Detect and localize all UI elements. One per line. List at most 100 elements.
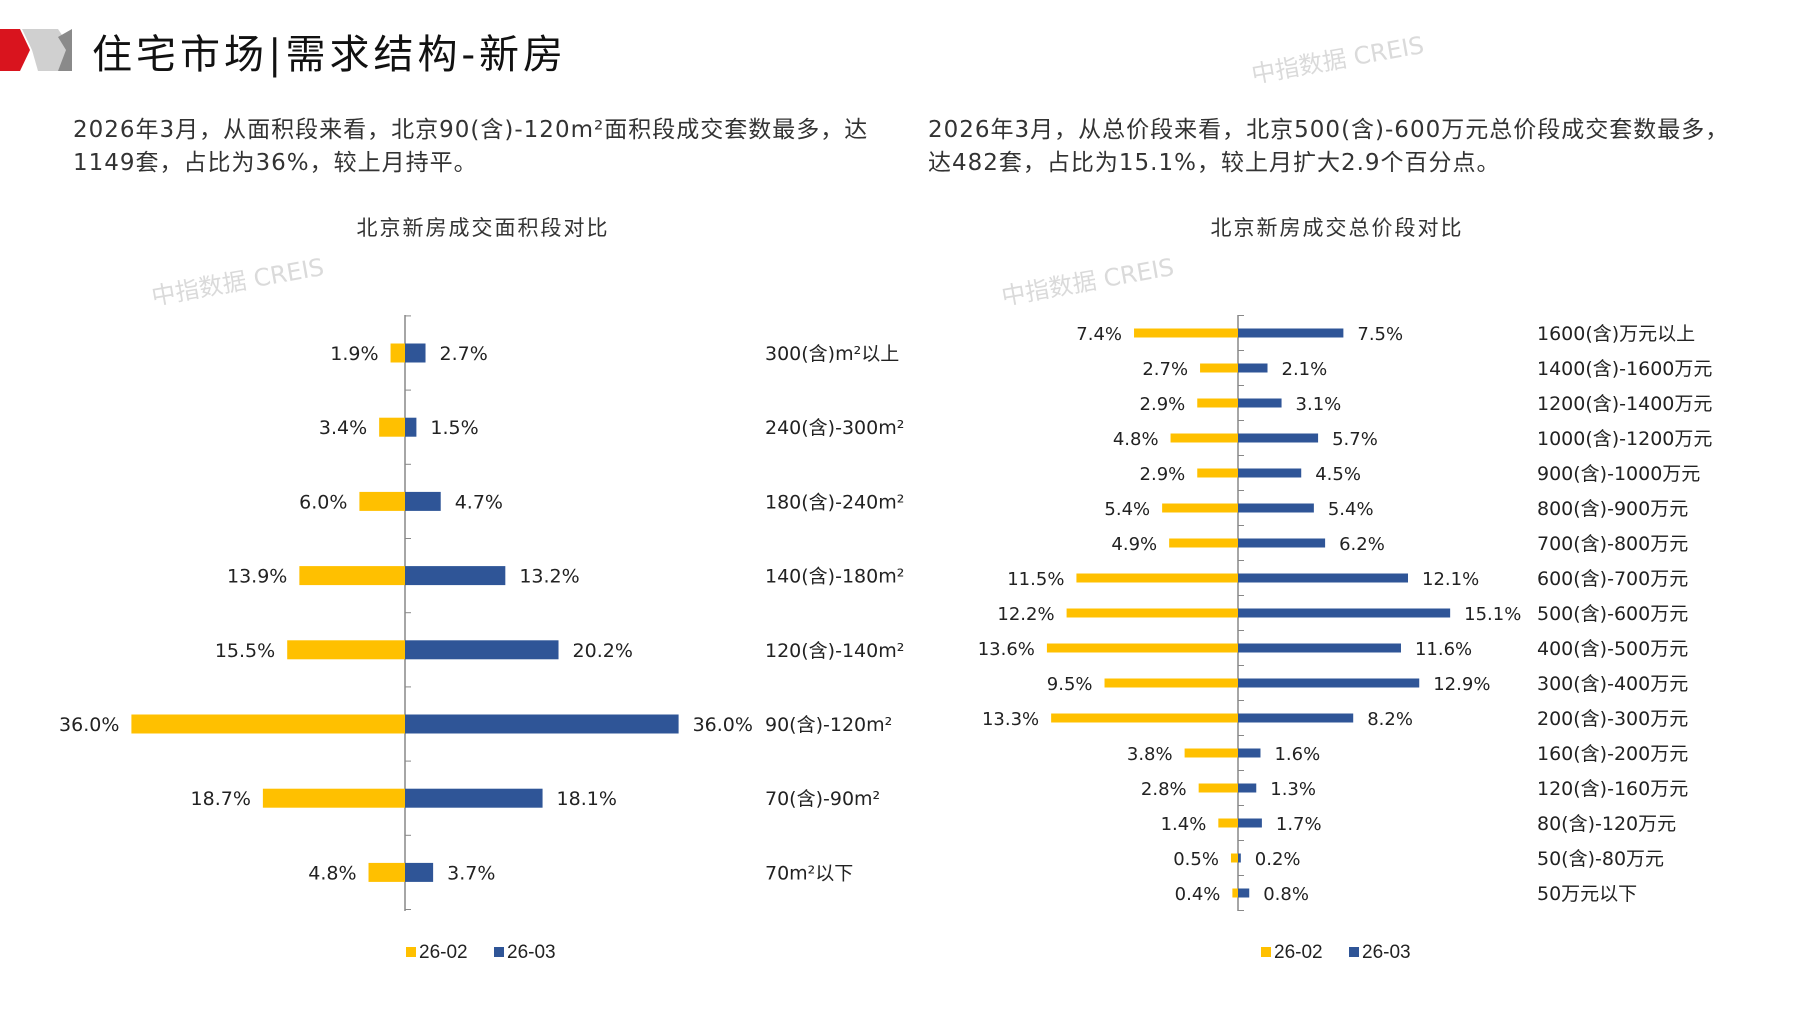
price-label-26-03: 1.3% (1270, 779, 1316, 800)
price-label-26-02: 7.4% (1076, 324, 1122, 345)
price-label-26-03: 8.2% (1367, 709, 1413, 730)
price-label-26-03: 7.5% (1357, 324, 1403, 345)
brand-logo (0, 29, 72, 71)
area-category-label: 70(含)-90m² (765, 788, 880, 810)
price-label-26-03: 5.7% (1332, 429, 1378, 450)
price-bar-26-03 (1238, 678, 1420, 688)
price-bar-26-03 (1238, 748, 1261, 758)
price-bar-26-03 (1238, 713, 1354, 723)
price-label-26-02: 1.4% (1161, 814, 1207, 835)
price-label-26-03: 1.6% (1274, 744, 1320, 765)
price-category-label: 1600(含)万元以上 (1537, 323, 1695, 345)
price-category-label: 700(含)-800万元 (1537, 533, 1688, 555)
area-category-label: 180(含)-240m² (765, 491, 904, 513)
price-chart-title: 北京新房成交总价段对比 (1210, 216, 1464, 240)
price-category-label: 600(含)-700万元 (1537, 568, 1688, 590)
price-bar-26-03 (1238, 363, 1268, 373)
area-label-26-02: 18.7% (191, 788, 251, 810)
price-label-26-03: 6.2% (1339, 534, 1385, 555)
area-label-26-03: 36.0% (693, 714, 753, 736)
price-bar-26-02 (1218, 818, 1238, 828)
price-category-label: 200(含)-300万元 (1537, 708, 1688, 730)
price-category-label: 50万元以下 (1537, 883, 1637, 905)
price-bar-26-02 (1134, 328, 1238, 338)
price-label-26-03: 3.1% (1296, 394, 1342, 415)
price-label-26-02: 13.6% (978, 639, 1035, 660)
area-label-26-02: 36.0% (59, 714, 119, 736)
price-label-26-02: 5.4% (1104, 499, 1150, 520)
price-label-26-03: 0.2% (1255, 849, 1301, 870)
price-category-label: 900(含)-1000万元 (1537, 463, 1700, 485)
price-label-26-02: 2.8% (1141, 779, 1187, 800)
area-category-label: 300(含)m²以上 (765, 343, 899, 365)
area-bar-26-03 (405, 788, 543, 808)
area-bar-26-02 (131, 714, 405, 734)
area-bar-26-02 (379, 417, 405, 437)
area-summary-text: 2026年3月，从面积段来看，北京90(含)-120m²面积段成交套数最多，达1… (73, 117, 869, 176)
area-bar-26-02 (299, 566, 405, 586)
price-label-26-03: 4.5% (1315, 464, 1361, 485)
price-label-26-02: 2.7% (1142, 359, 1188, 380)
area-label-26-02: 13.9% (227, 566, 287, 588)
area-legend-swatch-26-02 (406, 947, 416, 957)
area-category-label: 70m²以下 (765, 862, 853, 884)
price-category-label: 120(含)-160万元 (1537, 778, 1688, 800)
price-category-label: 500(含)-600万元 (1537, 603, 1688, 625)
price-bar-26-02 (1170, 433, 1238, 443)
area-label-26-03: 3.7% (447, 862, 495, 884)
area-legend-26-02: 26-02 (419, 942, 468, 963)
price-bar-26-03 (1238, 468, 1302, 478)
price-category-label: 400(含)-500万元 (1537, 638, 1688, 660)
price-bar-26-03 (1238, 328, 1344, 338)
price-label-26-02: 9.5% (1047, 674, 1093, 695)
price-label-26-02: 4.9% (1111, 534, 1157, 555)
area-label-26-03: 20.2% (573, 640, 633, 662)
price-label-26-02: 12.2% (997, 604, 1054, 625)
price-category-label: 800(含)-900万元 (1537, 498, 1688, 520)
area-label-26-02: 3.4% (319, 417, 367, 439)
price-bar-26-02 (1046, 643, 1238, 653)
price-category-label: 80(含)-120万元 (1537, 813, 1676, 835)
area-bar-26-03 (405, 417, 417, 437)
price-bar-26-02 (1198, 783, 1238, 793)
area-label-26-02: 4.8% (308, 862, 356, 884)
price-bar-26-02 (1051, 713, 1238, 723)
price-legend-26-02: 26-02 (1274, 942, 1323, 963)
area-label-26-03: 2.7% (440, 343, 488, 365)
area-bar-26-03 (405, 491, 441, 511)
price-bar-26-02 (1104, 678, 1238, 688)
price-label-26-02: 11.5% (1007, 569, 1064, 590)
price-bar-26-02 (1200, 363, 1238, 373)
price-bar-26-02 (1066, 608, 1238, 618)
area-bar-26-03 (405, 862, 434, 882)
area-bar-26-03 (405, 566, 506, 586)
price-label-26-02: 4.8% (1113, 429, 1159, 450)
area-bar-26-02 (287, 640, 405, 660)
price-label-26-03: 12.9% (1433, 674, 1490, 695)
area-category-label: 240(含)-300m² (765, 417, 904, 439)
area-label-26-02: 6.0% (299, 491, 347, 513)
area-category-label: 140(含)-180m² (765, 566, 904, 588)
price-bar-26-03 (1238, 853, 1241, 863)
price-bar-26-02 (1197, 398, 1238, 408)
price-label-26-03: 5.4% (1328, 499, 1374, 520)
price-bar-26-02 (1169, 538, 1238, 548)
price-bar-26-02 (1232, 888, 1238, 898)
area-category-label: 120(含)-140m² (765, 640, 904, 662)
price-summary-text: 2026年3月，从总价段来看，北京500(含)-600万元总价段成交套数最多，达… (928, 117, 1730, 176)
area-bar-26-02 (262, 788, 405, 808)
price-bar-26-02 (1076, 573, 1238, 583)
price-category-label: 160(含)-200万元 (1537, 743, 1688, 765)
page-title: 住宅市场|需求结构-新房 (92, 32, 567, 78)
area-legend-26-03: 26-03 (507, 942, 556, 963)
price-bar-26-03 (1238, 818, 1262, 828)
price-category-label: 300(含)-400万元 (1537, 673, 1688, 695)
area-bar-26-02 (359, 491, 405, 511)
price-legend-swatch-26-02 (1261, 947, 1271, 957)
price-bar-26-03 (1238, 538, 1326, 548)
price-label-26-02: 0.5% (1173, 849, 1219, 870)
price-bar-26-03 (1238, 573, 1409, 583)
price-label-26-03: 15.1% (1464, 604, 1521, 625)
price-bar-26-02 (1162, 503, 1238, 513)
